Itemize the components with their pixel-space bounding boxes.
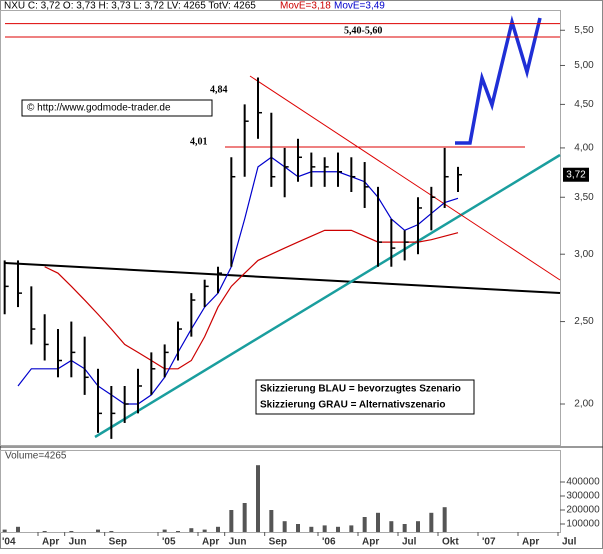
volume-tick-label: 100000 [566, 519, 600, 530]
x-tick-label: Apr [42, 537, 59, 548]
volume-bar [336, 526, 340, 532]
volume-bar [362, 517, 367, 532]
volume-bar [202, 529, 207, 532]
volume-bar [376, 512, 380, 532]
volume-bar [189, 528, 194, 532]
volume-bar [176, 531, 180, 532]
volume-bar [442, 507, 447, 532]
x-tick-label: Sep [269, 537, 287, 548]
x-tick-label: '07 [482, 537, 496, 548]
note-box [255, 379, 475, 415]
y-tick-label: 5,50 [574, 25, 594, 36]
moving-average [17, 156, 459, 405]
volume-bar [42, 531, 47, 532]
volume-label: Volume=4265 [5, 451, 67, 462]
volume-bar [216, 526, 220, 532]
last-price: 3,72 [566, 169, 586, 180]
annotation: 4,84 [210, 84, 228, 95]
y-tick-label: 4,00 [574, 143, 594, 154]
x-tick-label: Sep [109, 537, 127, 548]
note: Skizzierung BLAU = bevorzugtes Szenario [260, 384, 461, 395]
volume-bar [109, 531, 114, 532]
y-tick-label: 5,00 [574, 60, 594, 71]
x-tick-label: Jun [229, 537, 247, 548]
y-tick-label: 2,00 [574, 399, 594, 410]
x-tick-label: '05 [162, 537, 176, 548]
volume-bar [389, 521, 394, 532]
annotation: 5,40-5,60 [344, 25, 382, 36]
volume-bar [16, 526, 20, 532]
volume-bar [309, 526, 314, 532]
volume-bar [322, 525, 327, 532]
copyright-box [21, 99, 213, 117]
price-panel [0, 10, 561, 446]
volume-bar [2, 529, 7, 532]
header-ma: MovE=3,18 [280, 1, 331, 12]
y-tick-label: 3,50 [574, 192, 594, 203]
copyright: © http://www.godmode-trader.de [27, 103, 171, 114]
volume-bar [242, 503, 247, 532]
volume-bar [416, 521, 420, 532]
x-tick-label: Apr [522, 537, 539, 548]
x-tick-label: Jul [562, 537, 577, 548]
volume-bar [402, 524, 407, 532]
volume-bar [96, 529, 100, 532]
x-tick-label: '06 [322, 537, 336, 548]
volume-bar [162, 529, 167, 532]
y-tick-label: 3,00 [574, 249, 594, 260]
annotation: 4,01 [190, 136, 208, 147]
scenario-path [455, 15, 542, 145]
volume-bar [256, 465, 260, 532]
x-tick-label: '04 [2, 537, 16, 548]
x-tick-label: Jul [402, 537, 417, 548]
volume-tick-label: 400000 [566, 477, 600, 488]
volume-bar [282, 521, 287, 532]
volume-bar [229, 510, 234, 532]
x-tick-label: Jun [69, 537, 87, 548]
trend-line-teal [94, 153, 561, 439]
y-tick-label: 2,50 [574, 316, 594, 327]
volume-bar [429, 512, 434, 532]
last-price-box [563, 167, 589, 182]
header-ma: MovE=3,49 [334, 1, 385, 12]
volume-bar [69, 531, 74, 532]
header: NXU C: 3,72 O: 3,73 H: 3,73 L: 3,72 LV: … [4, 1, 256, 12]
x-tick-label: Apr [362, 537, 379, 548]
volume-bar [296, 524, 300, 532]
volume-bar [349, 525, 354, 532]
volume-tick-label: 300000 [566, 491, 600, 502]
y-tick-label: 4,50 [574, 99, 594, 110]
volume-tick-label: 200000 [566, 505, 600, 516]
trend-line-red [249, 75, 561, 281]
trend-line-black [4, 262, 561, 294]
volume-bar [269, 510, 274, 532]
x-tick-label: Apr [202, 537, 219, 548]
volume-panel [0, 450, 561, 533]
note: Skizzierung GRAU = Alternativszenario [260, 400, 446, 411]
moving-average [44, 229, 459, 370]
x-tick-label: Okt [442, 537, 459, 548]
